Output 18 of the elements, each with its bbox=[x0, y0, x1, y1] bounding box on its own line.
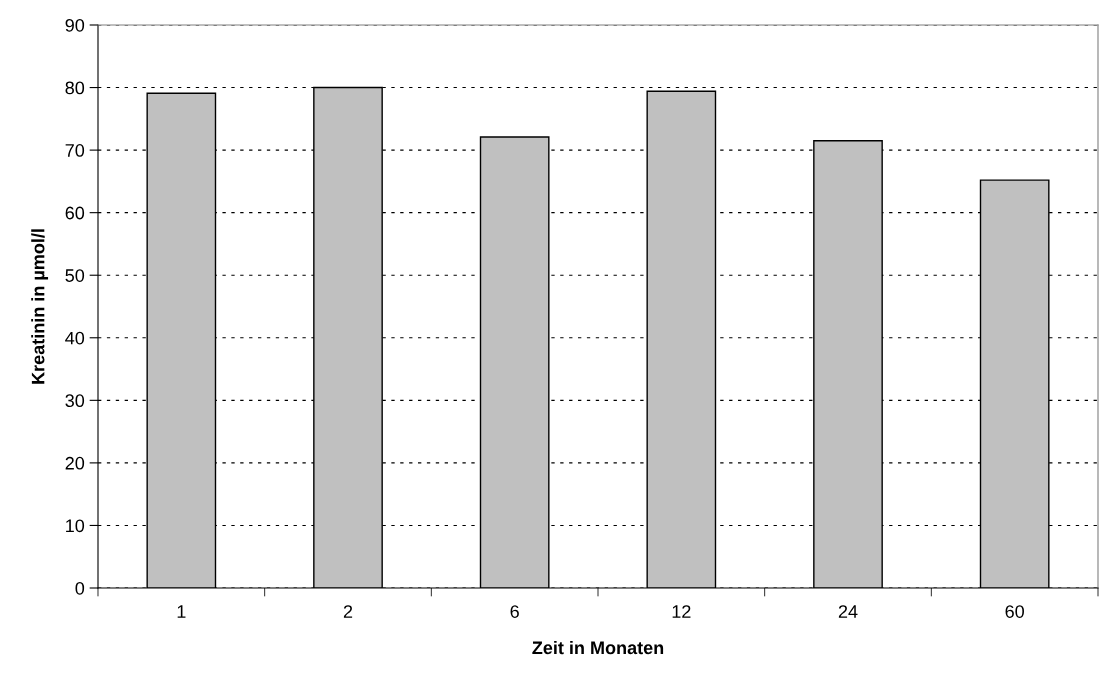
y-tick-label: 70 bbox=[65, 144, 85, 157]
y-axis-title: Kreatinin in µmol/l bbox=[31, 229, 49, 384]
x-tick-label: 1 bbox=[177, 605, 186, 618]
y-tick-label: 0 bbox=[75, 581, 85, 595]
x-tick-label: 12 bbox=[672, 605, 691, 618]
y-tick-label: 40 bbox=[65, 331, 85, 345]
y-tick-label: 60 bbox=[65, 206, 85, 220]
x-tick-label: 2 bbox=[343, 605, 353, 618]
y-tick-label: 30 bbox=[65, 394, 85, 408]
x-tick-label: 24 bbox=[838, 605, 858, 618]
x-tick-label: 6 bbox=[510, 605, 519, 618]
y-tick-label: 20 bbox=[65, 456, 85, 470]
x-axis-title: Zeit in Monaten bbox=[532, 640, 664, 655]
y-tick-label: 80 bbox=[65, 81, 85, 95]
y-tick-label: 10 bbox=[66, 519, 85, 533]
x-tick-label: 60 bbox=[1005, 605, 1024, 618]
y-tick-label: 90 bbox=[65, 18, 85, 32]
y-tick-label: 50 bbox=[65, 269, 85, 282]
